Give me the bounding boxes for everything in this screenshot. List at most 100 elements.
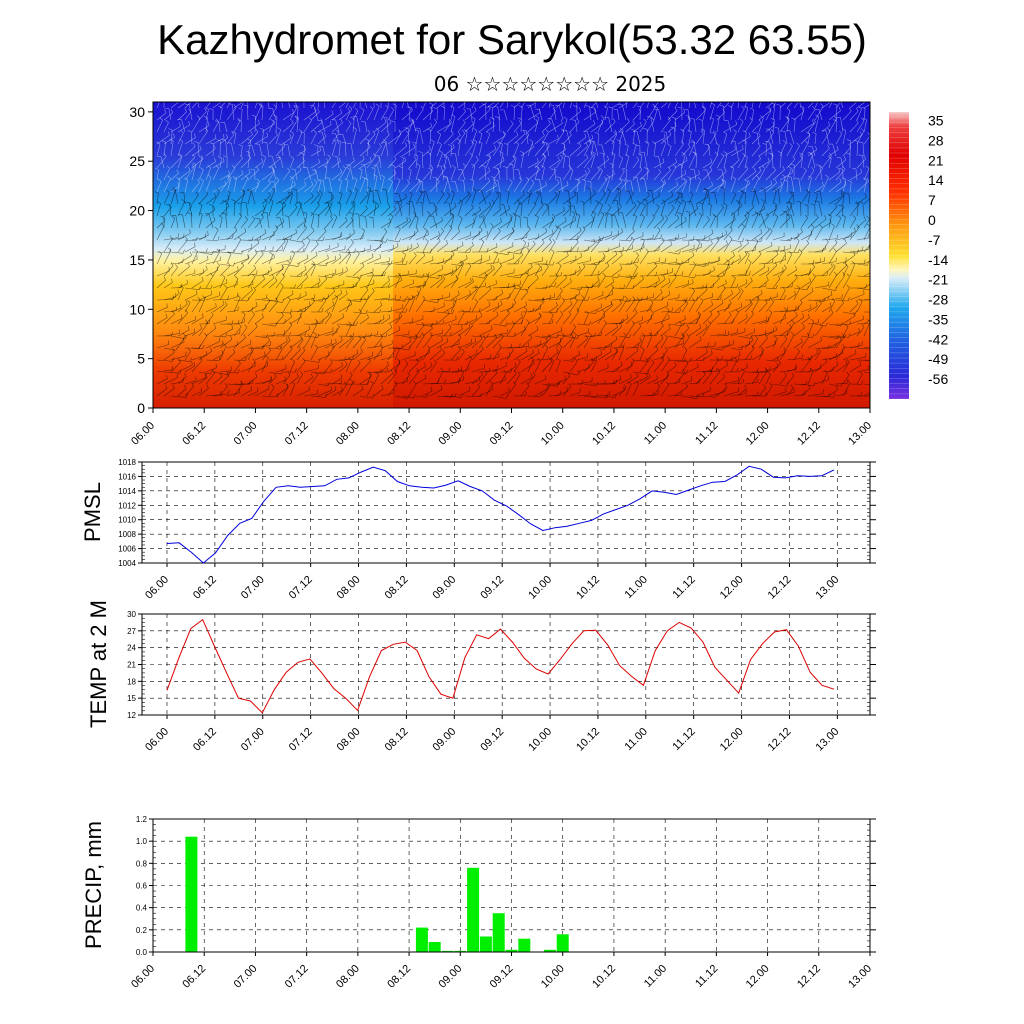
wind-barb-flag xyxy=(744,105,749,109)
wind-barb xyxy=(849,122,859,133)
wind-barb xyxy=(821,241,829,253)
wind-barb xyxy=(674,302,687,313)
wind-barb-flag xyxy=(735,120,738,125)
wind-barb xyxy=(299,202,305,217)
wind-barb xyxy=(470,109,473,121)
wind-barb xyxy=(513,350,528,361)
wind-barb xyxy=(345,220,354,229)
wind-barb-flag xyxy=(836,145,839,150)
wind-barb-flag xyxy=(609,390,611,395)
wind-barb-flag xyxy=(571,119,576,121)
wind-barb xyxy=(716,181,725,193)
wind-barb-flag xyxy=(517,259,520,264)
wind-barb xyxy=(758,161,770,169)
wind-barb xyxy=(723,229,733,241)
wind-barb-flag xyxy=(450,331,452,336)
wind-barb xyxy=(604,233,619,241)
wind-barb-flag xyxy=(585,285,590,289)
wind-barb-flag xyxy=(650,331,652,336)
wind-barb-flag xyxy=(757,142,761,147)
wind-barb-flag xyxy=(251,311,255,315)
wind-barb xyxy=(789,202,795,217)
wind-barb xyxy=(772,216,779,229)
wind-barb-flag xyxy=(470,277,472,282)
wind-barb xyxy=(359,160,372,169)
wind-barb-flag xyxy=(398,326,401,331)
wind-barb xyxy=(296,220,306,229)
wind-barb xyxy=(590,307,602,313)
wind-barb-flag xyxy=(257,387,259,392)
wind-barb xyxy=(534,388,548,397)
wind-barb xyxy=(688,238,705,241)
wind-barb xyxy=(590,170,600,181)
wind-barb-flag xyxy=(291,119,294,124)
wind-barb xyxy=(415,325,425,337)
wind-barb-flag xyxy=(489,319,491,324)
wind-barb xyxy=(818,201,823,217)
wind-barb xyxy=(492,221,502,229)
wind-barb xyxy=(674,244,690,253)
wind-barb xyxy=(828,215,832,229)
wind-barb xyxy=(317,193,323,205)
wind-barb xyxy=(247,276,256,289)
wind-barb xyxy=(184,365,196,373)
wind-barb xyxy=(758,146,772,157)
wind-barb-flag xyxy=(192,95,194,98)
wind-barb-flag xyxy=(678,192,683,195)
wind-barb-flag xyxy=(471,120,474,125)
wind-barb xyxy=(667,196,682,205)
wind-barb xyxy=(667,185,679,193)
wind-barb-flag xyxy=(323,165,328,168)
wind-barb-flag xyxy=(609,347,612,352)
wind-barb-flag xyxy=(268,191,271,196)
wind-barb xyxy=(345,192,352,205)
wind-barb-flag xyxy=(171,365,174,370)
wind-barb xyxy=(408,141,411,157)
wind-barb xyxy=(646,394,659,397)
wind-barb xyxy=(450,107,455,121)
wind-barb xyxy=(331,235,343,241)
wind-barb-flag xyxy=(274,95,278,97)
wind-barb xyxy=(625,123,635,133)
wind-barb-flag xyxy=(381,384,384,389)
wind-barb xyxy=(373,335,386,338)
wind-barb-flag xyxy=(191,164,195,168)
wind-barb-flag xyxy=(707,320,711,324)
wind-barb xyxy=(695,273,710,277)
wind-barb-flag xyxy=(200,178,204,182)
wind-barb xyxy=(324,304,335,313)
wind-barb xyxy=(156,253,162,265)
wind-barb xyxy=(695,287,707,289)
wind-barb xyxy=(331,365,343,373)
wind-barb xyxy=(464,357,472,373)
wind-barb xyxy=(702,162,712,169)
wind-barb xyxy=(485,283,497,289)
wind-barb-flag xyxy=(820,103,824,107)
wind-barb xyxy=(464,143,475,157)
wind-barb xyxy=(520,119,522,133)
wind-barb xyxy=(177,359,191,362)
wind-barb xyxy=(568,191,571,205)
wind-barb-flag xyxy=(604,379,606,384)
wind-barb xyxy=(156,220,165,229)
wind-barb xyxy=(674,181,686,193)
wind-barb xyxy=(583,111,597,121)
wind-barb-flag xyxy=(167,131,170,136)
wind-barb xyxy=(457,218,463,229)
wind-barb xyxy=(352,102,357,109)
wind-barb-flag xyxy=(502,166,507,168)
wind-barb xyxy=(422,193,425,205)
wind-barb xyxy=(457,140,461,157)
wind-barb xyxy=(471,338,483,349)
wind-barb xyxy=(387,239,400,243)
wind-barb xyxy=(569,391,581,397)
wind-barb xyxy=(702,304,714,313)
wind-barb-flag xyxy=(760,346,764,350)
wind-barb xyxy=(156,193,159,205)
wind-barb-flag xyxy=(581,178,586,182)
wind-barb xyxy=(646,349,659,361)
wind-barb xyxy=(422,181,424,193)
wind-barb xyxy=(793,317,804,325)
wind-barb xyxy=(254,217,264,229)
